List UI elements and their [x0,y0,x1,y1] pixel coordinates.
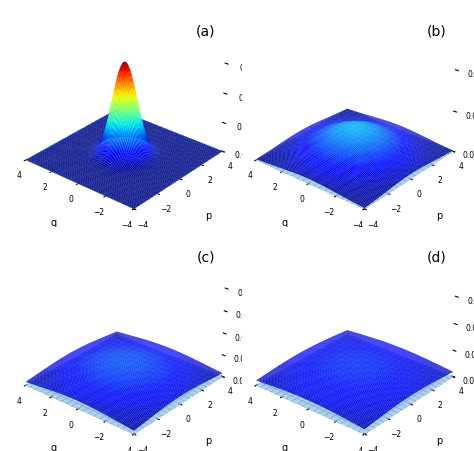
Y-axis label: p: p [436,435,442,445]
Text: (b): (b) [427,25,446,39]
Text: (a): (a) [196,25,216,39]
X-axis label: q: q [51,442,57,451]
X-axis label: q: q [281,442,287,451]
X-axis label: q: q [51,218,57,228]
X-axis label: q: q [281,218,287,228]
Text: (c): (c) [197,250,215,264]
Y-axis label: p: p [205,435,211,445]
Text: (d): (d) [427,250,446,264]
Y-axis label: p: p [205,210,211,220]
Y-axis label: p: p [436,210,442,220]
